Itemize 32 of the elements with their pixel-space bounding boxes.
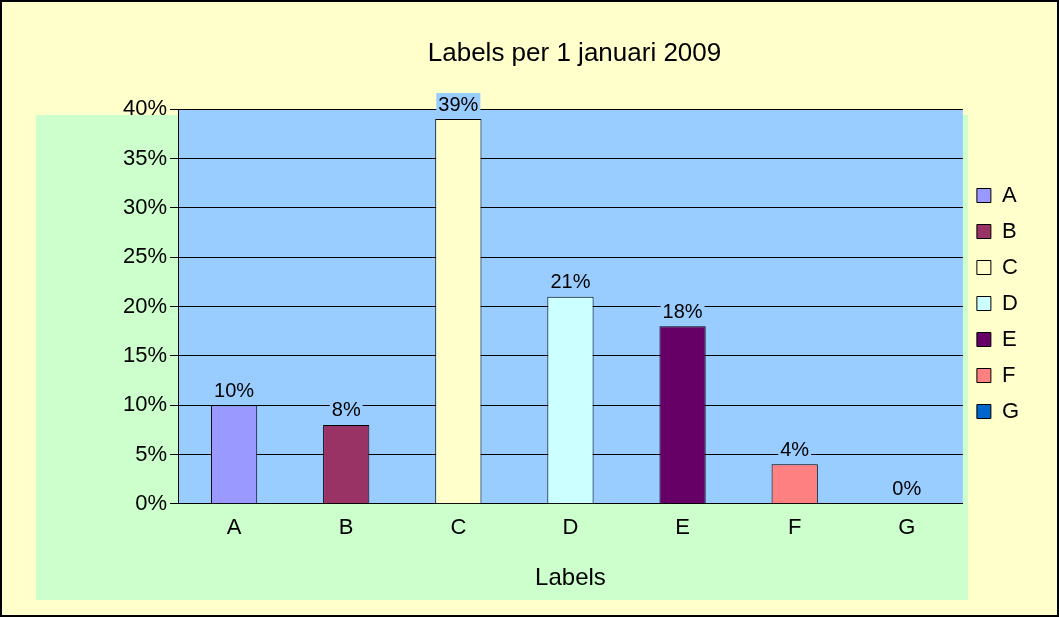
legend-label: C [1001,253,1018,279]
y-tick-label: 10% [122,391,168,417]
y-tick-label: 15% [122,341,168,367]
data-label: 0% [892,477,922,500]
chart-title: Labels per 1 januari 2009 [427,36,722,67]
legend-label: F [1001,361,1016,387]
x-tick-label: G [898,514,916,540]
y-tick-label: 5% [135,440,168,466]
data-label: 10% [214,378,255,401]
y-tick-label: 25% [122,243,168,269]
x-tick-label: A [226,514,242,540]
data-label: 18% [662,299,703,322]
x-tick-label: E [675,514,690,540]
x-tick-label: B [338,514,354,540]
legend-label: E [1001,325,1017,351]
data-label: 21% [550,270,591,293]
y-tick-label: 30% [122,193,168,219]
y-tick-label: 40% [122,95,168,121]
data-label: 4% [780,437,810,460]
x-tick-label: D [562,514,579,540]
data-label: 39% [438,92,479,115]
y-tick-label: 0% [135,489,168,515]
legend-label: D [1001,289,1018,315]
legend-label: B [1001,217,1017,243]
legend-label: G [1001,397,1020,423]
legend-label: A [1001,181,1017,207]
x-axis-title: Labels [535,563,606,591]
y-tick-label: 20% [122,292,168,318]
x-tick-label: C [450,514,467,540]
x-tick-label: F [787,514,802,540]
data-label: 8% [331,398,361,421]
y-tick-label: 35% [122,144,168,170]
